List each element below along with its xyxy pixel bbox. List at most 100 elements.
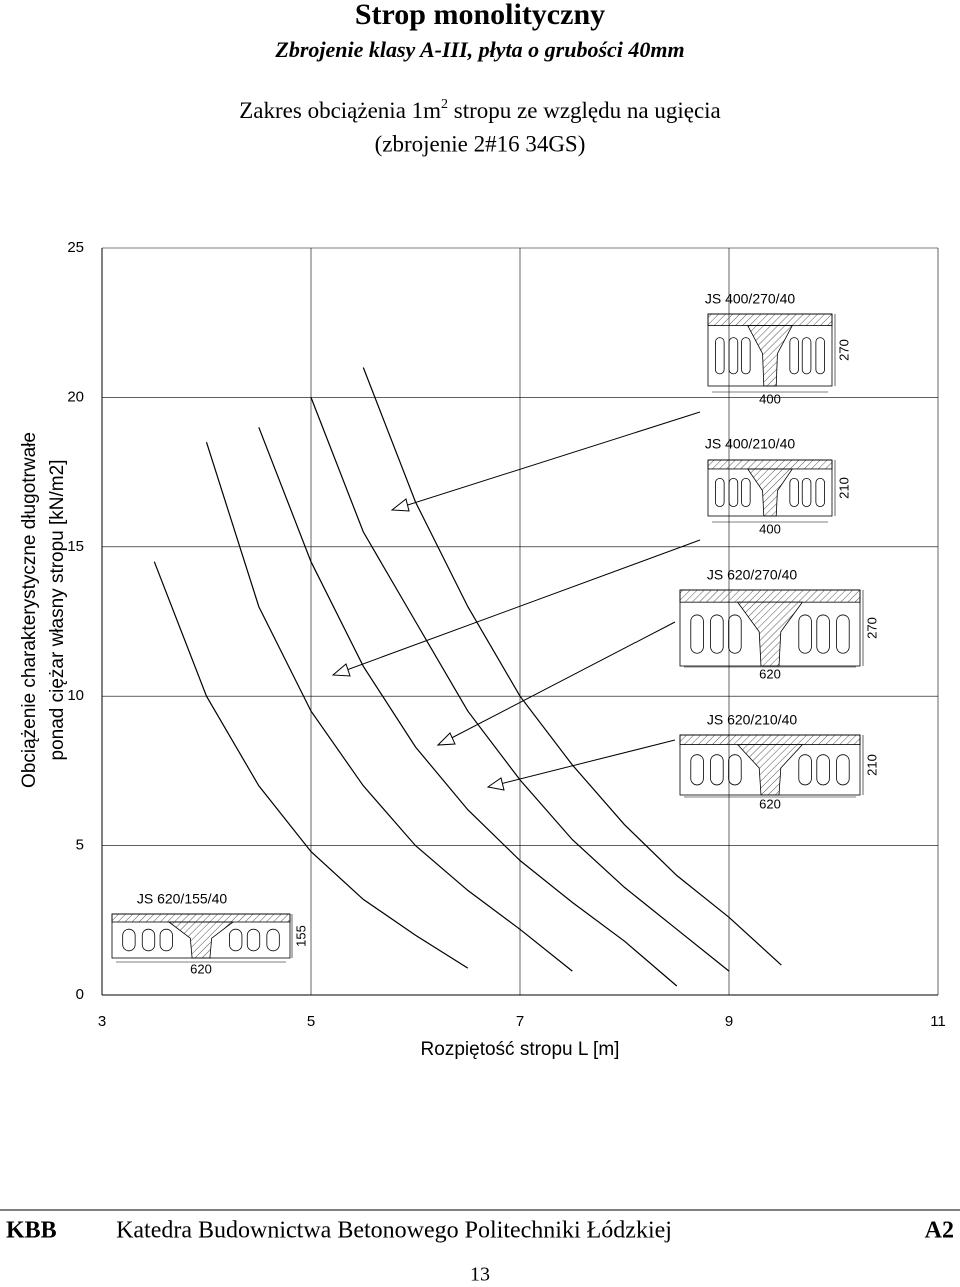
curve	[205, 442, 573, 972]
section-icon	[707, 313, 836, 393]
void	[728, 614, 742, 654]
y-tick-label: 25	[67, 239, 84, 256]
x-tick-label: 3	[98, 1013, 106, 1030]
arrowhead	[331, 663, 351, 677]
outline	[679, 589, 861, 667]
heading-sup: 2	[441, 97, 448, 112]
slab	[679, 734, 861, 746]
section-height: 210	[836, 477, 851, 499]
curve	[258, 427, 678, 987]
curve	[310, 397, 730, 972]
void	[141, 928, 156, 952]
void	[789, 477, 799, 507]
section-label: JS 620/155/40	[137, 891, 228, 907]
void	[715, 477, 725, 507]
slab	[679, 589, 861, 603]
void	[266, 928, 280, 952]
y-tick-label: 0	[76, 986, 84, 1003]
footer-left: KBB	[6, 1218, 57, 1244]
void	[710, 614, 724, 654]
outline	[679, 734, 861, 796]
curve	[153, 561, 469, 969]
plot: 0 5 10 15 20 25 3 5 7 9 11	[67, 239, 945, 1030]
footer-right: A2	[925, 1218, 954, 1244]
void	[789, 337, 799, 375]
arrow	[391, 411, 701, 511]
rib	[167, 921, 235, 959]
void	[816, 754, 830, 786]
section-width: 400	[759, 391, 781, 406]
rib	[736, 601, 804, 667]
void	[815, 477, 825, 507]
section-icon	[679, 589, 864, 668]
x-axis-label: Rozpiętość stropu L [m]	[421, 1039, 620, 1060]
void	[728, 337, 739, 375]
outline	[707, 459, 833, 517]
void	[815, 337, 825, 375]
slab	[111, 913, 291, 923]
rib	[736, 744, 804, 796]
arrow	[487, 739, 676, 788]
void	[728, 754, 742, 786]
section-width: 620	[190, 961, 212, 976]
void	[122, 928, 136, 952]
section-label: JS 400/210/40	[705, 436, 796, 452]
section-height: 270	[864, 617, 879, 639]
section-height: 270	[836, 339, 851, 361]
void	[741, 477, 751, 507]
section-width: 620	[759, 796, 781, 811]
x-tick-label: 9	[725, 1013, 733, 1030]
arrowhead	[390, 498, 410, 512]
void	[836, 754, 850, 786]
section-label: JS 620/210/40	[707, 712, 798, 728]
x-tick-label: 5	[307, 1013, 315, 1030]
y-tick-label: 20	[67, 388, 84, 405]
section-width: 620	[759, 666, 781, 681]
title: Strop monolityczny	[355, 0, 605, 31]
slab	[707, 313, 833, 326]
section-label: JS 400/270/40	[705, 291, 796, 307]
void	[836, 614, 850, 654]
heading-text: stropu ze względu na ugięcia	[448, 98, 721, 123]
section-width: 400	[759, 521, 781, 536]
arrows	[331, 411, 701, 791]
arrow	[332, 539, 701, 676]
arrow	[437, 621, 676, 746]
section-icon	[111, 913, 293, 963]
heading-text: Zakres obciążenia 1m	[239, 98, 441, 123]
void	[741, 337, 751, 375]
void	[690, 754, 704, 786]
x-tick-label: 7	[516, 1013, 524, 1030]
slab	[707, 459, 833, 470]
section-height: 155	[293, 925, 308, 947]
heading: Zakres obciążenia 1m2 stropu ze względu …	[239, 97, 721, 123]
x-tick-label: 11	[930, 1013, 946, 1030]
void	[798, 754, 812, 786]
void	[798, 614, 812, 654]
y-tick-label: 5	[76, 837, 84, 854]
section-icon	[707, 459, 836, 523]
arrowhead	[486, 777, 505, 791]
void	[816, 614, 830, 654]
rib	[747, 325, 793, 387]
y-tick-label: 10	[67, 687, 84, 704]
section-icon	[679, 734, 864, 798]
rib	[746, 468, 794, 517]
void	[229, 928, 243, 952]
y-axis-label: ponad ciężar własny stropu [kN/m2]	[47, 460, 68, 761]
curve	[362, 367, 782, 966]
void	[801, 477, 812, 507]
void	[715, 337, 725, 375]
page-number: 13	[470, 1264, 490, 1286]
void	[801, 337, 812, 375]
y-tick-label: 15	[67, 538, 84, 555]
outline	[707, 313, 833, 387]
arrowhead	[436, 732, 456, 746]
subtitle: Zbrojenie klasy A-III, płyta o grubości …	[274, 37, 684, 62]
footer-center: Katedra Budownictwa Betonowego Politechn…	[116, 1218, 672, 1244]
void	[246, 928, 261, 952]
heading: (zbrojenie 2#16 34GS)	[375, 131, 586, 156]
void	[159, 928, 173, 952]
